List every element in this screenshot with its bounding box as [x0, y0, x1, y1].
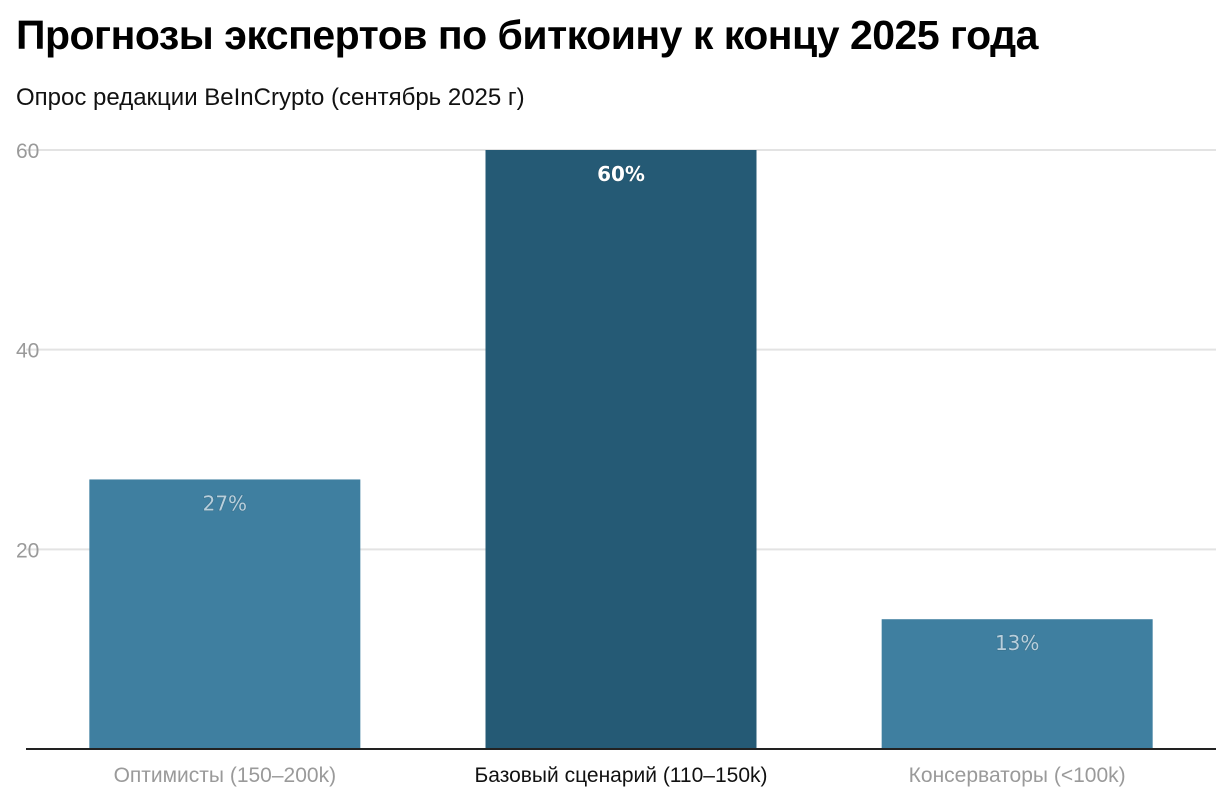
- bar: [485, 150, 757, 749]
- x-tick-label: Базовый сценарий (110–150k): [474, 764, 767, 787]
- chart-title: Прогнозы экспертов по биткоину к концу 2…: [16, 12, 1038, 58]
- y-tick-label: 20: [16, 539, 39, 562]
- chart-subtitle: Опрос редакции BeInCrypto (сентябрь 2025…: [16, 84, 525, 111]
- x-tick-label: Оптимисты (150–200k): [114, 764, 337, 787]
- data-label: 13%: [995, 631, 1039, 655]
- y-tick-label: 40: [16, 340, 39, 363]
- y-tick-label: 60: [16, 140, 39, 163]
- data-label: 27%: [203, 491, 247, 515]
- bar: [89, 479, 361, 749]
- x-tick-label: Консерваторы (<100k): [909, 764, 1126, 787]
- bar: [881, 619, 1153, 749]
- data-label: 60%: [597, 162, 645, 186]
